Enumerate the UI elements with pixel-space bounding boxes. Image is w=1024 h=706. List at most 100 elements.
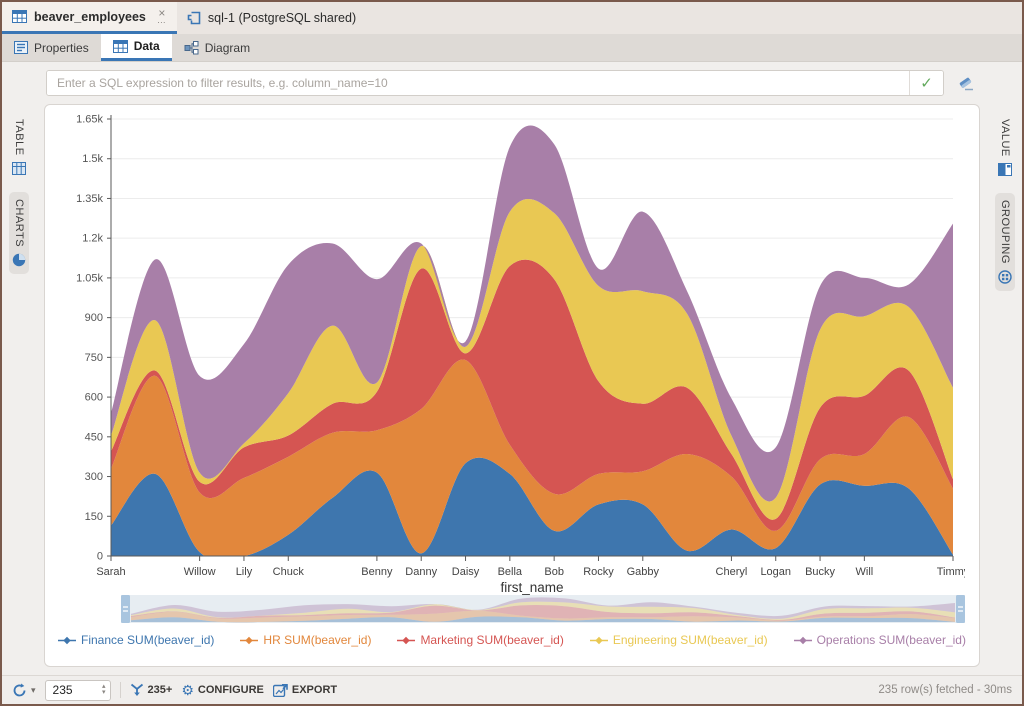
legend-item-2[interactable]: HR SUM(beaver_id) bbox=[240, 633, 371, 647]
subtab-label: Properties bbox=[34, 40, 89, 55]
tab-label: beaver_employees bbox=[34, 9, 146, 24]
check-icon: ✓ bbox=[920, 75, 933, 92]
minimap-handle-left[interactable] bbox=[121, 595, 130, 623]
legend-marker-icon bbox=[793, 636, 812, 644]
filter-row: ✓ bbox=[46, 70, 978, 96]
svg-text:1.65k: 1.65k bbox=[76, 114, 103, 126]
legend-item-3[interactable]: Marketing SUM(beaver_id) bbox=[397, 633, 564, 647]
svg-text:Rocky: Rocky bbox=[583, 566, 614, 578]
separator bbox=[119, 682, 121, 698]
rail-label: GROUPING bbox=[999, 199, 1011, 264]
content-area: TABLE CHARTS ✓ 0 150 300 450 600 750 900 1.05k bbox=[2, 62, 1022, 675]
main-area: ✓ 0 150 300 450 600 750 900 1.05k 1.2k 1.35k 1.5k 1… bbox=[36, 62, 988, 675]
tab-beaver-employees[interactable]: beaver_employees × … bbox=[2, 2, 177, 34]
editor-tabbar: beaver_employees × … sql-1 (PostgreSQL s… bbox=[2, 2, 1022, 34]
value-panel-icon bbox=[998, 162, 1012, 176]
svg-text:1.5k: 1.5k bbox=[82, 153, 103, 165]
svg-text:1.2k: 1.2k bbox=[82, 233, 103, 245]
svg-text:150: 150 bbox=[85, 511, 103, 523]
rail-item-table[interactable]: TABLE bbox=[9, 112, 29, 182]
svg-text:450: 450 bbox=[85, 431, 103, 443]
stepper-down-icon[interactable]: ▾ bbox=[102, 689, 106, 696]
tab-diagram[interactable]: Diagram bbox=[172, 34, 262, 61]
chart-panel: 0 150 300 450 600 750 900 1.05k 1.2k 1.35k 1.5k 1.6… bbox=[44, 104, 980, 667]
data-grid-icon bbox=[112, 39, 128, 53]
svg-text:Bucky: Bucky bbox=[805, 566, 835, 578]
svg-text:300: 300 bbox=[85, 471, 103, 483]
svg-text:Logan: Logan bbox=[760, 566, 791, 578]
table-icon bbox=[12, 10, 27, 23]
svg-text:Cheryl: Cheryl bbox=[716, 566, 748, 578]
svg-text:Chuck: Chuck bbox=[273, 566, 305, 578]
stacked-area-chart: 0 150 300 450 600 750 900 1.05k 1.2k 1.35k 1.5k 1.6… bbox=[76, 114, 965, 596]
refresh-button[interactable]: ▾ bbox=[12, 683, 36, 698]
legend-item-1[interactable]: Finance SUM(beaver_id) bbox=[58, 633, 214, 647]
sql-filter-input[interactable] bbox=[47, 71, 909, 95]
rail-item-value[interactable]: VALUE bbox=[995, 112, 1015, 183]
rail-label: VALUE bbox=[999, 119, 1011, 157]
subtab-label: Data bbox=[133, 39, 160, 53]
legend-marker-icon bbox=[589, 636, 608, 644]
rail-label: TABLE bbox=[13, 119, 25, 156]
legend-marker-icon bbox=[58, 636, 77, 644]
row-limit-spinner: ▴ ▾ bbox=[44, 679, 111, 701]
fetch-more-button[interactable]: 235+ bbox=[130, 683, 173, 697]
minimap-svg[interactable] bbox=[121, 595, 965, 623]
svg-text:Benny: Benny bbox=[361, 566, 393, 578]
eraser-icon bbox=[959, 77, 973, 90]
grouping-icon bbox=[998, 269, 1012, 284]
svg-text:Daisy: Daisy bbox=[452, 566, 480, 578]
svg-text:Bob: Bob bbox=[544, 566, 564, 578]
export-icon bbox=[272, 683, 288, 697]
svg-text:Bella: Bella bbox=[498, 566, 523, 578]
filter-box: ✓ bbox=[46, 70, 944, 96]
overflow-icon[interactable]: … bbox=[156, 14, 167, 25]
svg-text:Lily: Lily bbox=[236, 566, 253, 578]
fetch-next-icon bbox=[130, 683, 143, 696]
rail-item-grouping[interactable]: GROUPING bbox=[995, 192, 1015, 291]
legend-label: Engineering SUM(beaver_id) bbox=[612, 633, 768, 647]
export-button[interactable]: EXPORT bbox=[272, 683, 338, 697]
chart-legend: Finance SUM(beaver_id) HR SUM(beaver_id) M… bbox=[53, 633, 971, 647]
tab-properties[interactable]: Properties bbox=[2, 34, 101, 61]
configure-button[interactable]: ⚙ CONFIGURE bbox=[181, 682, 264, 698]
clear-filter-button[interactable] bbox=[952, 70, 978, 96]
view-tabbar: Properties Data Diagram bbox=[2, 34, 1022, 62]
svg-text:Willow: Willow bbox=[184, 566, 216, 578]
legend-item-4[interactable]: Engineering SUM(beaver_id) bbox=[589, 633, 768, 647]
svg-text:750: 750 bbox=[85, 352, 103, 364]
svg-text:1.05k: 1.05k bbox=[76, 272, 103, 284]
legend-item-5[interactable]: Operations SUM(beaver_id) bbox=[793, 633, 966, 647]
stepper-up-icon[interactable]: ▴ bbox=[102, 683, 106, 690]
refresh-icon bbox=[13, 683, 26, 696]
close-icon[interactable]: × bbox=[158, 5, 166, 20]
fetch-more-label: 235+ bbox=[147, 684, 173, 696]
svg-text:first_name: first_name bbox=[500, 580, 563, 595]
svg-text:1.35k: 1.35k bbox=[76, 193, 103, 205]
svg-text:900: 900 bbox=[85, 312, 103, 324]
gear-icon: ⚙ bbox=[181, 682, 194, 698]
row-limit-input[interactable] bbox=[45, 683, 88, 697]
minimap-handle-right[interactable] bbox=[956, 595, 965, 623]
svg-text:Will: Will bbox=[856, 566, 874, 578]
apply-filter-button[interactable]: ✓ bbox=[909, 71, 943, 95]
status-text: 235 row(s) fetched - 30ms bbox=[878, 684, 1012, 696]
legend-label: Operations SUM(beaver_id) bbox=[816, 633, 966, 647]
chevron-down-icon[interactable]: ▾ bbox=[31, 684, 36, 695]
right-rail: VALUE GROUPING bbox=[988, 62, 1022, 675]
export-label: EXPORT bbox=[291, 684, 338, 696]
svg-text:Danny: Danny bbox=[405, 566, 437, 578]
legend-label: HR SUM(beaver_id) bbox=[263, 633, 372, 647]
rail-item-charts[interactable]: CHARTS bbox=[9, 191, 29, 274]
tab-data[interactable]: Data bbox=[100, 34, 172, 61]
chart-minimap bbox=[121, 595, 971, 626]
svg-text:0: 0 bbox=[97, 551, 103, 563]
pie-chart-icon bbox=[12, 253, 26, 266]
table-grid-icon bbox=[12, 161, 26, 175]
svg-text:600: 600 bbox=[85, 392, 103, 404]
left-rail: TABLE CHARTS bbox=[2, 62, 36, 675]
legend-marker-icon bbox=[240, 636, 259, 644]
tab-sql-1[interactable]: sql-1 (PostgreSQL shared) bbox=[177, 2, 366, 34]
tab-label: sql-1 (PostgreSQL shared) bbox=[207, 11, 357, 25]
configure-label: CONFIGURE bbox=[197, 684, 264, 696]
